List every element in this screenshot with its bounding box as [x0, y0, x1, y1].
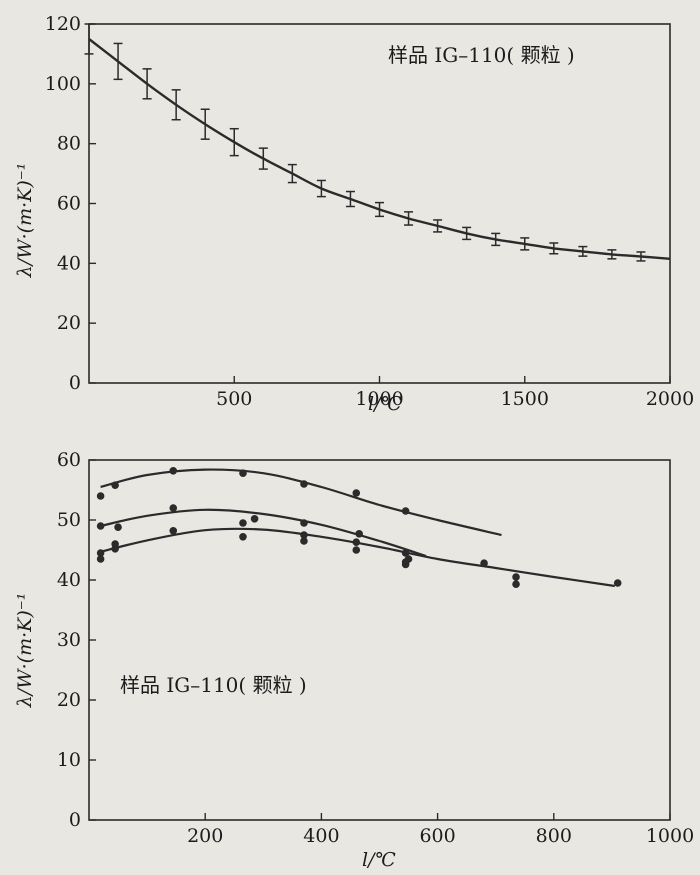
y-tick-label: 20 [57, 312, 81, 334]
data-point [300, 537, 308, 545]
error-bar [607, 249, 617, 260]
plot-frame [88, 459, 671, 821]
error-bar [404, 211, 414, 226]
x-tick-label: 1500 [501, 388, 549, 410]
error-bar [345, 190, 355, 208]
x-axis-title-bottom: l/℃ [362, 849, 396, 871]
data-point [96, 492, 105, 500]
x-tick-label: 400 [303, 825, 339, 847]
error-bar [549, 242, 559, 255]
error-bar [375, 201, 384, 218]
y-tick-label: 30 [57, 629, 81, 651]
data-point [300, 531, 308, 539]
data-point [239, 519, 247, 527]
data-point [512, 580, 520, 588]
data-point [96, 549, 105, 557]
x-tick-label: 500 [216, 388, 252, 410]
y-tick-label: 40 [57, 569, 81, 591]
data-point [613, 579, 622, 587]
x-axis-title-top: l/℃ [368, 393, 402, 415]
data-point [114, 523, 122, 531]
y-tick-label: 80 [57, 133, 81, 155]
y-tick-label: 100 [45, 73, 81, 95]
y-tick-label: 0 [69, 809, 81, 831]
error-bar [491, 232, 501, 247]
data-point [96, 555, 105, 563]
x-tick-label: 800 [536, 825, 572, 847]
error-bar [113, 42, 123, 81]
y-tick-label: 40 [57, 252, 81, 274]
error-bar [287, 163, 297, 184]
thermal-conductivity-chart-bottom: 0 10 20 30 40 50 60 200 400 600 800 1000 样品 IG–110(… [14, 449, 694, 871]
data-point [355, 530, 363, 538]
thermal-conductivity-chart-top: 0 20 40 60 80 100 120 500 1000 1500 2000 样品 IG–110… [14, 13, 694, 415]
data-point [239, 533, 247, 541]
data-point [401, 507, 410, 515]
error-bar [171, 89, 181, 121]
plot-area-top: 0 20 40 60 80 100 120 500 1000 1500 2000 [45, 13, 694, 410]
y-tick-label: 10 [57, 749, 81, 771]
y-tick-label: 120 [45, 13, 81, 35]
y-tick-label: 0 [69, 372, 81, 394]
data-point [111, 545, 119, 553]
error-bar [636, 251, 646, 262]
x-tick-label: 200 [187, 825, 223, 847]
error-bar [200, 108, 210, 140]
error-bar [578, 245, 588, 257]
y-axis-title-top: λ/W·(m·K)⁻¹ [14, 163, 36, 279]
data-point [352, 489, 361, 497]
data-point [352, 538, 361, 546]
y-tick-label: 60 [57, 449, 81, 471]
series-line [88, 38, 671, 260]
data-point [480, 559, 488, 567]
data-point [111, 481, 119, 490]
y-tick-label: 50 [57, 509, 81, 531]
x-tick-label: 1000 [355, 388, 403, 410]
data-point [250, 515, 259, 523]
fit-curve-3 [100, 527, 615, 588]
data-point [169, 527, 178, 535]
data-point [352, 546, 361, 554]
plot-area-bottom: 0 10 20 30 40 50 60 200 400 600 800 1000 [57, 449, 694, 847]
error-bar [433, 219, 443, 233]
x-tick-label: 600 [419, 825, 455, 847]
data-point [404, 555, 413, 563]
data-point [169, 467, 178, 475]
data-point [169, 504, 178, 512]
y-tick-label: 20 [57, 689, 81, 711]
data-point [512, 573, 520, 581]
error-bar [229, 127, 239, 157]
error-bar [84, 23, 94, 55]
error-bar [462, 226, 472, 241]
data-point [300, 480, 308, 488]
data-point [96, 522, 105, 530]
error-bar [316, 179, 326, 198]
x-tick-label: 2000 [646, 388, 694, 410]
x-tick-label: 1000 [646, 825, 694, 847]
error-bar [258, 147, 268, 170]
y-axis-title-bottom: λ/W·(m·K)⁻¹ [14, 593, 36, 709]
sample-label-bottom: 样品 IG–110( 颗粒 ) [120, 673, 307, 697]
error-bar [142, 68, 152, 100]
fit-curve-2 [100, 508, 427, 558]
data-point [300, 519, 308, 527]
y-tick-label: 60 [57, 193, 81, 215]
error-bar [520, 237, 530, 251]
data-point [239, 469, 247, 478]
sample-label-top: 样品 IG–110( 颗粒 ) [388, 43, 575, 67]
fit-curve-1 [100, 468, 502, 537]
